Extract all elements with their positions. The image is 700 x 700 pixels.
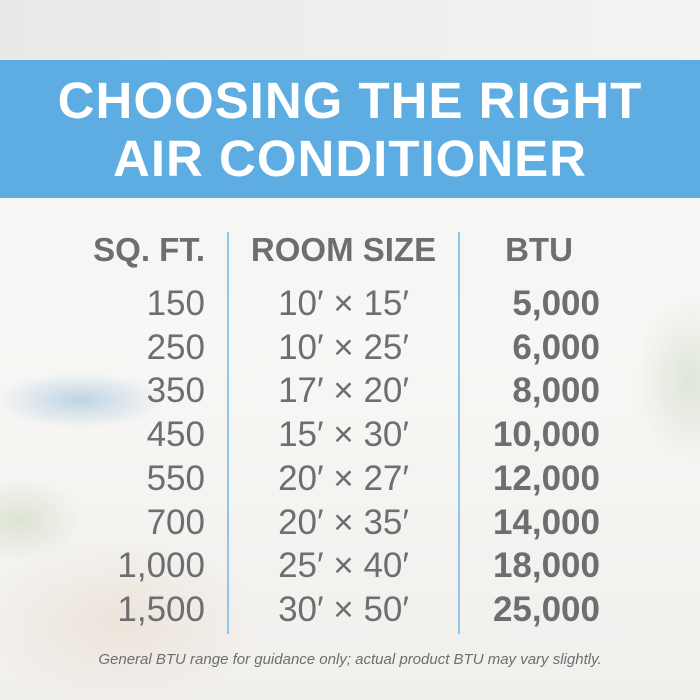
room-size-cell: 10′ × 25′ xyxy=(278,327,409,367)
room-size-cell: 30′ × 50′ xyxy=(278,589,409,629)
column-divider xyxy=(458,232,460,634)
column-divider xyxy=(227,232,229,634)
sqft-cell: 550 xyxy=(146,458,205,498)
sqft-cell: 350 xyxy=(146,371,205,411)
btu-cell: 18,000 xyxy=(492,546,600,586)
btu-cell: 14,000 xyxy=(492,502,600,542)
sqft-cell: 250 xyxy=(146,327,205,367)
sqft-cell: 700 xyxy=(146,502,205,542)
sqft-cell: 450 xyxy=(146,415,205,455)
title-banner: CHOOSING THE RIGHT AIR CONDITIONER xyxy=(0,60,700,198)
room-size-cell: 17′ × 20′ xyxy=(278,371,409,411)
room-size-cell: 25′ × 40′ xyxy=(278,546,409,586)
btu-cell: 10,000 xyxy=(492,415,600,455)
room-size-cell: 10′ × 15′ xyxy=(278,284,409,323)
btu-cell: 25,000 xyxy=(492,589,600,629)
room-size-cell: 20′ × 35′ xyxy=(278,502,409,542)
title-line-2: AIR CONDITIONER xyxy=(113,130,587,187)
header-btu: BTU xyxy=(505,231,573,268)
background-top xyxy=(0,0,700,60)
room-size-cell: 15′ × 30′ xyxy=(278,415,409,455)
room-size-cell: 20′ × 27′ xyxy=(278,458,409,498)
sqft-cell: 1,500 xyxy=(117,589,205,629)
btu-cell: 12,000 xyxy=(492,458,600,498)
title-line-1: CHOOSING THE RIGHT xyxy=(57,72,643,129)
btu-cell: 8,000 xyxy=(512,371,600,411)
header-room-size: ROOM SIZE xyxy=(250,231,437,268)
btu-cell: 6,000 xyxy=(512,327,600,367)
footnote: General BTU range for guidance only; act… xyxy=(98,651,602,668)
btu-cell: 5,000 xyxy=(512,284,600,323)
sqft-cell: 1,000 xyxy=(117,546,205,586)
header-sqft: SQ. FT. xyxy=(93,231,205,268)
sqft-cell: 150 xyxy=(146,284,205,323)
